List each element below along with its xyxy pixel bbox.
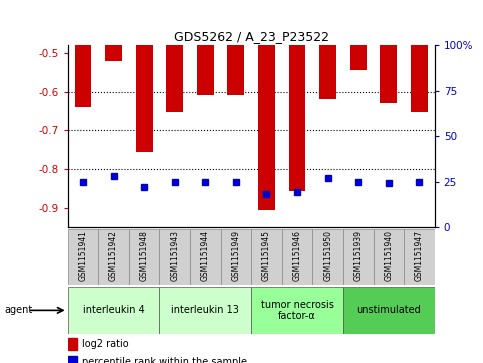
Bar: [68, 229, 98, 285]
Text: interleukin 4: interleukin 4: [83, 305, 144, 315]
Bar: [68, 338, 77, 350]
Bar: [289, 45, 305, 191]
Bar: [251, 229, 282, 285]
Bar: [227, 45, 244, 95]
Bar: [282, 229, 313, 285]
Bar: [404, 229, 435, 285]
Text: GSM1151939: GSM1151939: [354, 230, 363, 281]
Bar: [251, 287, 343, 334]
Bar: [411, 45, 428, 112]
Text: GSM1151947: GSM1151947: [415, 230, 424, 281]
Text: GSM1151949: GSM1151949: [231, 230, 241, 281]
Text: percentile rank within the sample: percentile rank within the sample: [82, 357, 247, 363]
Bar: [166, 45, 183, 112]
Bar: [197, 45, 213, 95]
Text: GSM1151950: GSM1151950: [323, 230, 332, 281]
Text: agent: agent: [5, 305, 33, 315]
Bar: [343, 287, 435, 334]
Bar: [319, 45, 336, 99]
Text: GSM1151948: GSM1151948: [140, 230, 149, 281]
Text: GSM1151942: GSM1151942: [109, 230, 118, 281]
Text: tumor necrosis
factor-α: tumor necrosis factor-α: [261, 299, 333, 321]
Bar: [313, 229, 343, 285]
Bar: [98, 229, 129, 285]
Bar: [136, 45, 153, 152]
Bar: [74, 45, 91, 107]
Bar: [105, 45, 122, 61]
Bar: [159, 287, 251, 334]
Bar: [258, 45, 275, 210]
Title: GDS5262 / A_23_P23522: GDS5262 / A_23_P23522: [174, 30, 328, 43]
Bar: [350, 45, 367, 70]
Bar: [190, 229, 221, 285]
Bar: [221, 229, 251, 285]
Text: GSM1151946: GSM1151946: [293, 230, 301, 281]
Bar: [159, 229, 190, 285]
Bar: [343, 229, 373, 285]
Bar: [129, 229, 159, 285]
Text: GSM1151941: GSM1151941: [78, 230, 87, 281]
Bar: [373, 229, 404, 285]
Bar: [68, 287, 159, 334]
Text: log2 ratio: log2 ratio: [82, 339, 129, 349]
Text: interleukin 13: interleukin 13: [171, 305, 239, 315]
Text: GSM1151940: GSM1151940: [384, 230, 393, 281]
Text: GSM1151943: GSM1151943: [170, 230, 179, 281]
Text: unstimulated: unstimulated: [356, 305, 421, 315]
Bar: [381, 45, 397, 102]
Text: GSM1151945: GSM1151945: [262, 230, 271, 281]
Bar: [68, 356, 77, 363]
Text: GSM1151944: GSM1151944: [201, 230, 210, 281]
